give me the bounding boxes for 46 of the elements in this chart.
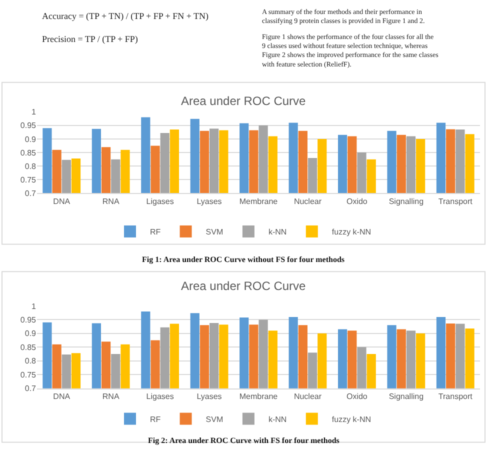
legend-label: SVM	[206, 414, 224, 424]
y-tick-label: 0.85	[20, 148, 37, 158]
x-tick-label: Nuclear	[294, 392, 322, 401]
y-tick-label: 0.85	[20, 342, 37, 352]
legend-label: k-NN	[268, 228, 287, 237]
y-tick-label: 0.95	[20, 121, 37, 130]
y-tick-label: 0.75	[20, 370, 37, 380]
legend-label: fuzzy k-NN	[332, 228, 372, 237]
x-tick-label: Oxido	[346, 196, 368, 206]
x-tick-label: Lyases	[196, 196, 222, 206]
y-tick-label: 0.8	[24, 162, 37, 171]
chart-title: Area under ROC Curve	[181, 279, 306, 293]
legend-label: fuzzy k-NN	[332, 414, 372, 424]
text: Precision = TP / (TP + FP)	[42, 34, 138, 44]
x-tick-label: DNA	[53, 196, 71, 206]
y-tick-label: 1	[32, 108, 37, 117]
x-tick-label: RNA	[102, 392, 120, 401]
x-tick-label: Transport	[438, 392, 474, 401]
x-tick-label: Oxido	[346, 392, 368, 401]
x-tick-label: Nuclear	[294, 196, 322, 206]
x-tick-label: Lyases	[196, 392, 222, 401]
x-tick-label: Ligases	[146, 196, 174, 206]
caption: Fig 1: Area under ROC Curve without FS for four methods	[142, 255, 345, 264]
y-tick-label: 0.75	[20, 175, 37, 184]
y-tick-label: 0.7	[24, 384, 37, 394]
legend-label: k-NN	[268, 414, 287, 424]
y-tick-label: 0.9	[24, 134, 37, 144]
text: Accuracy = (TP + TN) / (TP + FP + FN + TN)	[42, 11, 209, 21]
x-tick-label: Signalling	[388, 392, 424, 401]
x-tick-label: Membrane	[239, 392, 278, 401]
x-tick-label: Transport	[438, 196, 474, 206]
legend-label: RF	[150, 414, 161, 424]
y-tick-label: 0.9	[24, 329, 37, 338]
x-tick-label: DNA	[53, 392, 71, 401]
x-tick-label: Signalling	[388, 196, 424, 206]
x-tick-label: Ligases	[146, 392, 174, 401]
x-tick-label: Membrane	[239, 196, 278, 206]
caption: Fig 2: Area under ROC Curve with FS for four methods	[148, 436, 340, 445]
legend-label: SVM	[206, 228, 224, 237]
y-tick-label: 0.95	[20, 315, 37, 324]
x-tick-label: RNA	[102, 196, 120, 206]
y-tick-label: 0.7	[24, 189, 37, 198]
legend-label: RF	[150, 228, 161, 237]
chart-title: Area under ROC Curve	[181, 94, 306, 108]
y-tick-label: 0.8	[24, 356, 37, 366]
y-tick-label: 1	[32, 302, 37, 311]
